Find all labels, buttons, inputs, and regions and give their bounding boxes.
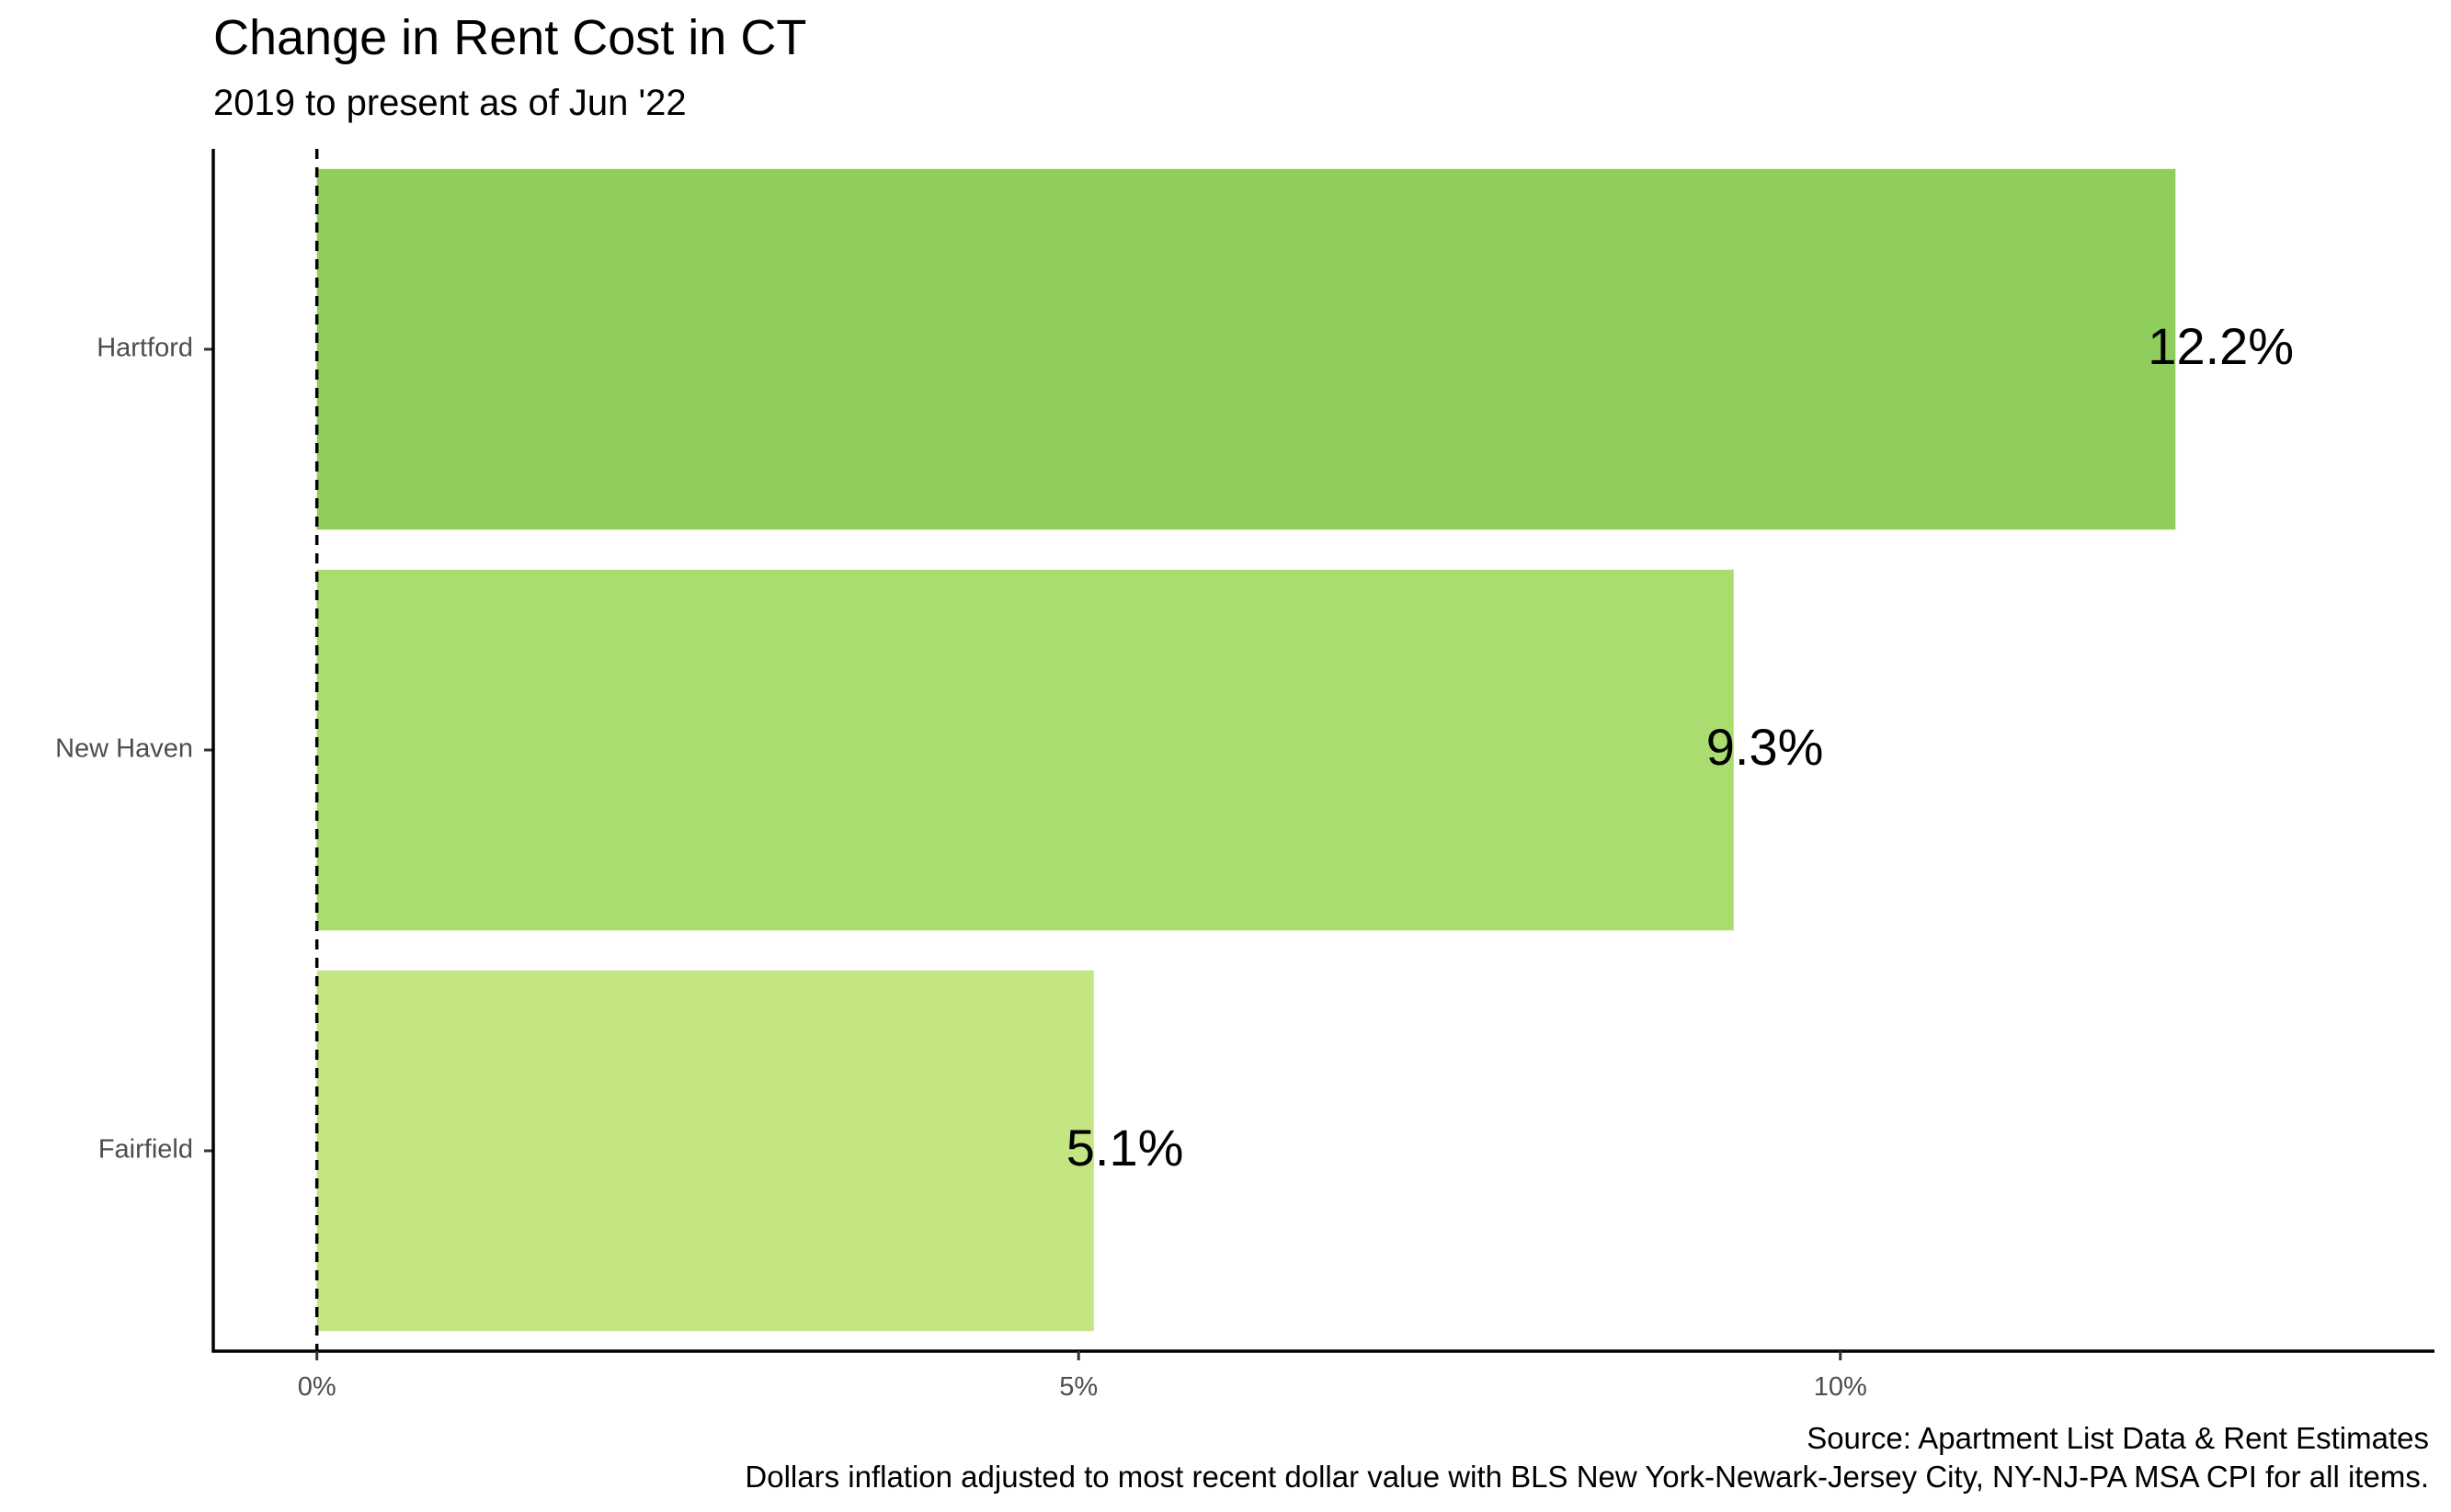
bar-hartford <box>316 168 2176 530</box>
y-tick-label-hartford: Hartford <box>97 334 193 363</box>
bars-layer <box>316 168 2176 1332</box>
source-caption: Source: Apartment List Data & Rent Estim… <box>1807 1421 2429 1455</box>
note-caption: Dollars inflation adjusted to most recen… <box>745 1460 2429 1494</box>
bar-new-haven <box>316 569 1734 931</box>
x-tick-label-0: 0% <box>298 1372 336 1402</box>
data-label-new-haven: 9.3% <box>1706 718 1824 776</box>
y-tick-label-fairfield: Fairfield <box>98 1135 193 1165</box>
y-tick-label-new-haven: New Haven <box>55 734 193 764</box>
chart-title: Change in Rent Cost in CT <box>213 10 807 65</box>
data-labels-layer: 12.2% 9.3% 5.1% <box>1066 317 2294 1177</box>
data-label-hartford: 12.2% <box>2148 317 2294 375</box>
chart-subtitle: 2019 to present as of Jun '22 <box>213 83 687 123</box>
bar-fairfield <box>316 970 1094 1332</box>
axes-layer: Hartford New Haven Fairfield 0% 5% 10% <box>55 149 2434 1402</box>
x-tick-label-10: 10% <box>1814 1372 1867 1402</box>
x-tick-label-5: 5% <box>1059 1372 1098 1402</box>
data-label-fairfield: 5.1% <box>1066 1119 1184 1177</box>
